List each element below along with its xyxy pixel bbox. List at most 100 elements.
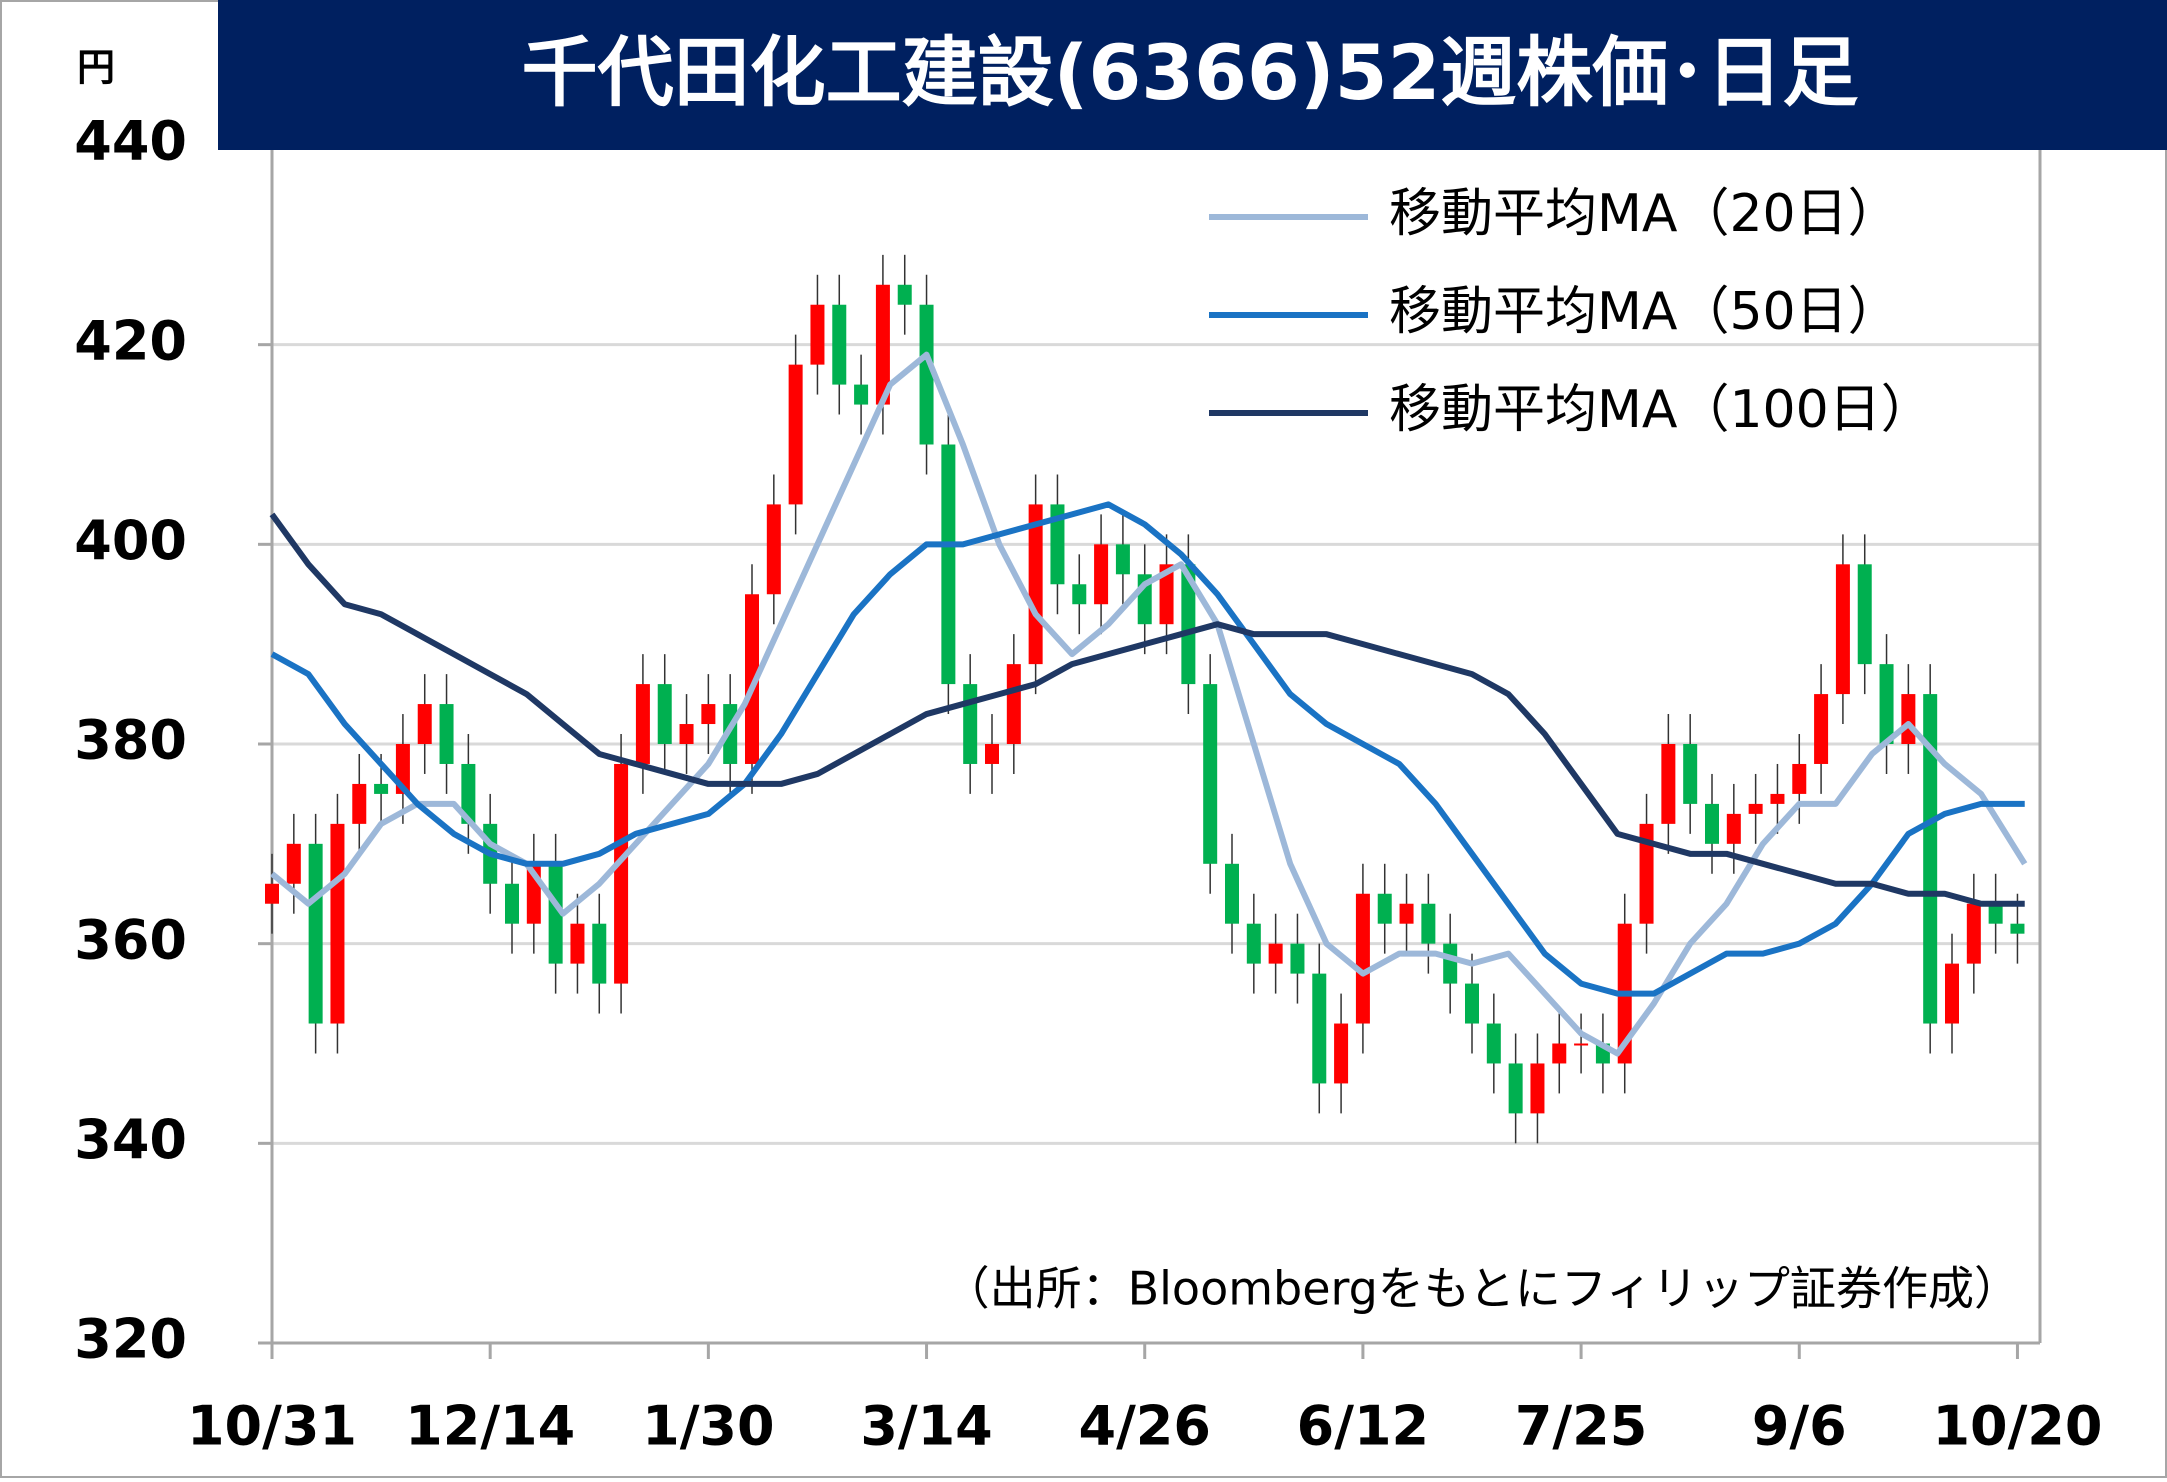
candle-body: [1443, 943, 1458, 984]
plot-area: 320 340 360 380 400 420 440 10/31 12/14 1/30 3/14 4…: [74, 110, 2102, 1458]
x-tick-label: 12/14: [405, 1395, 575, 1458]
candle-body: [1115, 544, 1130, 575]
candle-body: [439, 704, 454, 764]
ma-line: [269, 512, 2025, 907]
chart-title: 千代田化工建設(6366)52週株価･日足: [522, 28, 1859, 117]
candle-body: [1290, 943, 1305, 974]
candle-body: [1661, 744, 1676, 824]
x-tick-label: 1/30: [642, 1395, 774, 1458]
candle-body: [745, 594, 759, 764]
candle-body: [1552, 1043, 1567, 1064]
candle-body: [308, 843, 323, 1024]
candle-body: [548, 863, 563, 964]
candle-body: [701, 704, 716, 725]
candle-body: [919, 304, 934, 445]
y-tick-label: 440: [74, 110, 187, 173]
candle-body: [897, 284, 912, 305]
candle-body: [1268, 943, 1283, 964]
candle-body: [1814, 694, 1829, 764]
candle-body: [1246, 923, 1261, 964]
candle-body: [1334, 1023, 1349, 1084]
legend-label: 移動平均MA（50日）: [1389, 282, 1900, 342]
ma-line: [270, 501, 2025, 997]
x-tick-label: 10/20: [1932, 1395, 2102, 1458]
candle-body: [1399, 903, 1414, 924]
candle-body: [1377, 893, 1392, 924]
candle-body: [2010, 923, 2025, 934]
candle-body: [1879, 664, 1894, 744]
candle-body: [614, 763, 629, 984]
candle-body: [1770, 793, 1785, 804]
candle-body: [766, 504, 781, 595]
candle-body: [1094, 544, 1109, 605]
candle-body: [635, 684, 650, 764]
legend-label: 移動平均MA（20日）: [1389, 184, 1900, 244]
candle-body: [1923, 694, 1938, 1024]
legend-label: 移動平均MA（100日）: [1389, 380, 1933, 440]
candle-body: [941, 444, 956, 685]
candle-body: [374, 783, 389, 794]
candle-body: [963, 684, 978, 764]
candle-body: [265, 883, 279, 904]
x-tick-label: 3/14: [860, 1395, 992, 1458]
candle-body: [570, 923, 585, 964]
y-tick-label: 340: [74, 1108, 187, 1171]
candle-body: [330, 823, 345, 1024]
candle-body: [679, 724, 694, 744]
title-banner: [218, 0, 2167, 150]
candle-body: [592, 923, 607, 984]
y-tick-label: 420: [74, 309, 187, 372]
candle-body: [1203, 684, 1218, 864]
unit-label: 円: [77, 46, 115, 90]
x-tick-label: 7/25: [1515, 1395, 1647, 1458]
candle-body: [1639, 823, 1654, 924]
y-tick-label: 360: [74, 908, 187, 971]
candle-body: [1945, 963, 1959, 1024]
candle-body: [1792, 763, 1807, 794]
candle-body: [1181, 564, 1196, 685]
candle-body: [352, 783, 367, 824]
candle-body: [1465, 983, 1479, 1024]
x-tick-label: 10/31: [187, 1395, 357, 1458]
candle-body: [1530, 1063, 1545, 1114]
x-tick-label: 6/12: [1297, 1395, 1429, 1458]
candle-body: [286, 843, 301, 884]
candle-body: [1421, 903, 1436, 944]
candle-body: [505, 883, 519, 924]
candle-body: [854, 384, 869, 405]
candle-body: [1159, 564, 1174, 625]
candle-body: [1006, 664, 1021, 744]
candle-body: [1705, 803, 1719, 844]
candle-body: [788, 364, 803, 505]
candle-body: [1355, 893, 1370, 1024]
candle-body: [1225, 863, 1239, 924]
ma-line: [270, 351, 2028, 1057]
candle-body: [417, 704, 432, 744]
source-note: （出所：Bloombergをもとにフィリップ証券作成）: [944, 1262, 2020, 1316]
candle-body: [832, 304, 847, 385]
candle-body: [1312, 973, 1327, 1084]
candle-body: [1508, 1063, 1523, 1114]
candle-body: [1857, 564, 1872, 665]
candle-body: [1988, 903, 2003, 924]
candle-body: [461, 763, 476, 824]
x-tick-label: 4/26: [1079, 1395, 1211, 1458]
candle-body: [1050, 504, 1065, 585]
candle-body: [1683, 744, 1698, 804]
candle-body: [810, 304, 825, 365]
y-tick-label: 400: [74, 509, 187, 572]
y-tick-label: 320: [74, 1308, 187, 1371]
x-tick-label: 9/6: [1752, 1395, 1847, 1458]
y-tick-label: 380: [74, 709, 187, 772]
candle-body: [875, 284, 890, 405]
candle-body: [1835, 564, 1850, 695]
candle-body: [1072, 584, 1087, 605]
candle-body: [1966, 903, 1981, 964]
candle-body: [1726, 813, 1741, 844]
candle-body: [1901, 694, 1916, 744]
candle-body: [1028, 504, 1043, 665]
candle-body: [1748, 803, 1763, 814]
candle-body: [1574, 1043, 1589, 1046]
